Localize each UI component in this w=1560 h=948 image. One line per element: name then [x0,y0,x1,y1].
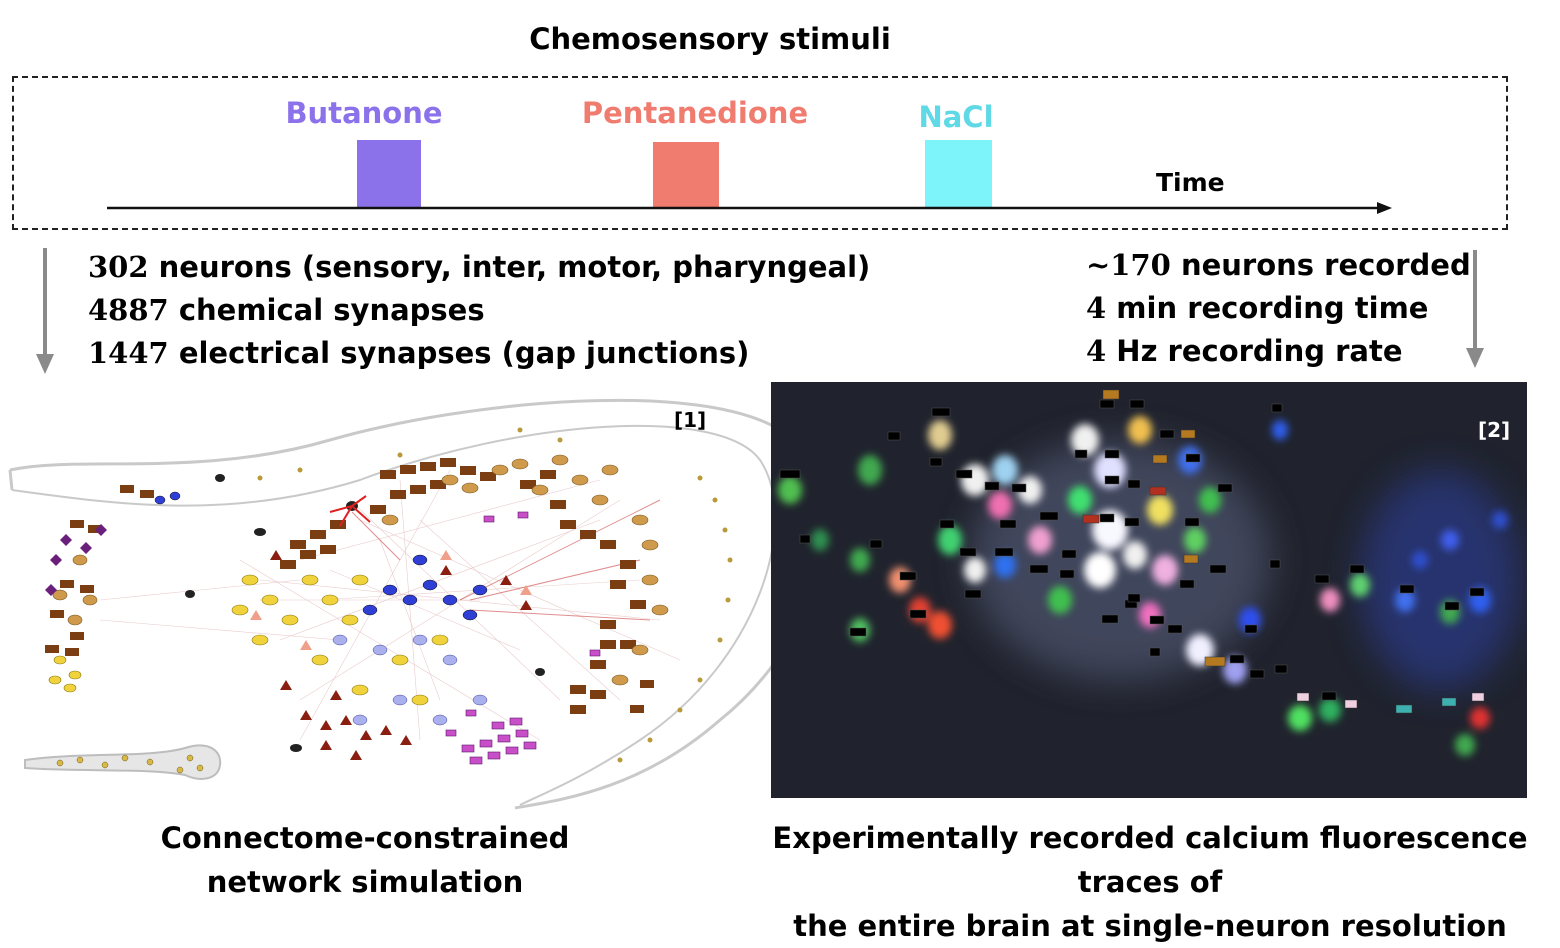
recording-stat-time: 4 min recording time [1086,287,1428,330]
caption-connectome-simulation: Connectome-constrained network simulatio… [110,816,620,904]
stat-text: electrical synapses (gap junctions) [178,336,750,370]
time-axis-label: Time [1156,168,1225,197]
right-down-arrowhead [1466,348,1484,368]
reference-marker-left: [1] [674,408,707,432]
stat-number: 1447 [88,336,169,370]
connectome-stat-electrical-synapses: 1447 electrical synapses (gap junctions) [88,332,749,375]
caption-line: Experimentally recorded calcium fluoresc… [772,821,1528,899]
diagram-canvas [8,140,1527,810]
stimulus-label-pentanedione: Pentanedione [581,96,809,130]
stat-number: 4887 [88,293,169,327]
stat-text: min recording time [1116,291,1429,325]
stat-number: ~170 [1086,248,1171,282]
stimuli-timeline-box [12,76,1508,230]
diagram-title: Chemosensory stimuli [529,22,891,56]
stimulus-label-butanone: Butanone [285,96,443,130]
stimulus-block-butanone [357,140,421,208]
left-down-arrowhead [36,354,54,374]
stat-text: neurons (sensory, inter, motor, pharynge… [158,250,871,284]
caption-line: Connectome-constrained [160,821,570,855]
stimulus-label-nacl: NaCl [918,100,994,134]
stimulus-block-pentanedione [653,142,719,208]
stat-text: Hz recording rate [1116,334,1403,368]
calcium-fluorescence-image [771,382,1527,798]
stat-text: neurons recorded [1180,248,1471,282]
stat-number: 4 [1086,291,1107,325]
connectome-stat-chemical-synapses: 4887 chemical synapses [88,289,485,332]
recording-stat-neurons: ~170 neurons recorded [1086,244,1471,287]
reference-marker-right: [2] [1478,418,1511,442]
stat-text: chemical synapses [178,293,485,327]
stat-number: 4 [1086,334,1107,368]
connectome-network-graphic [8,398,824,810]
connectome-stat-neurons: 302 neurons (sensory, inter, motor, phar… [88,246,870,289]
stimulus-block-nacl [925,140,992,208]
recording-stat-rate: 4 Hz recording rate [1086,330,1403,373]
stat-number: 302 [88,250,149,284]
caption-line: network simulation [206,865,524,899]
caption-line: the entire brain at single-neuron resolu… [793,909,1507,943]
caption-calcium-recording: Experimentally recorded calcium fluoresc… [742,816,1558,948]
time-axis-arrowhead [1377,202,1392,214]
